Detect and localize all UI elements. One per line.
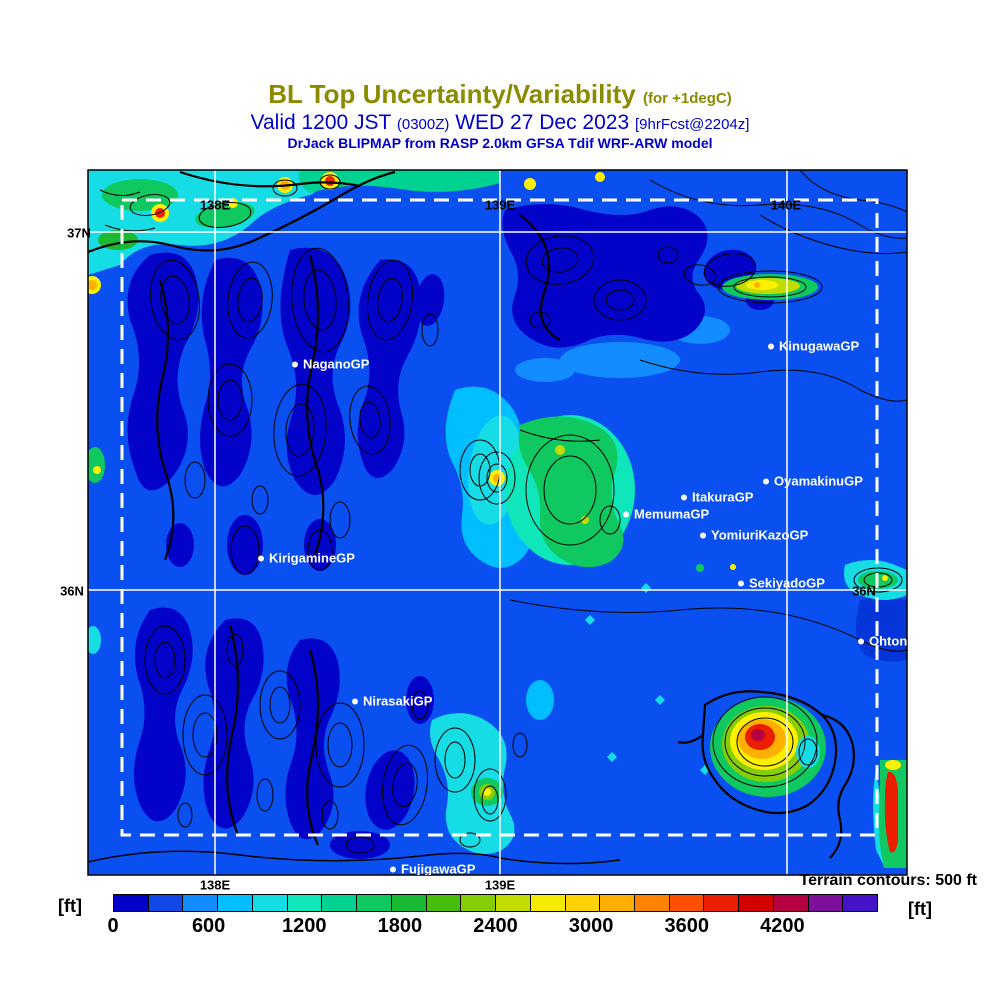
site-label-naganogp: NaganoGP	[292, 357, 369, 372]
site-marker-icon	[258, 555, 264, 562]
site-name: OyamakinuGP	[774, 473, 863, 489]
colorbar-segment	[704, 895, 740, 911]
site-marker-icon	[738, 580, 744, 587]
site-label-sekiyadogp: SekiyadoGP	[738, 576, 825, 591]
site-marker-icon	[858, 638, 864, 645]
colorbar-segment	[391, 895, 427, 911]
colorbar-segment	[357, 895, 392, 911]
colorbar	[113, 894, 878, 912]
map-border	[87, 169, 908, 876]
site-name: NirasakiGP	[363, 693, 433, 709]
site-marker-icon	[768, 343, 774, 350]
site-label-kinugawagp: KinugawaGP	[768, 339, 859, 354]
colorbar-tick-1200: 1200	[282, 915, 327, 937]
site-name: NaganoGP	[303, 356, 370, 372]
forecast-tag: [9hrFcst@2204z]	[635, 116, 750, 134]
site-label-memumagp: MemumaGP	[623, 507, 709, 522]
map-fill-layer	[88, 170, 907, 875]
colorbar-segment	[808, 895, 844, 911]
grid-label-37n: 37N	[67, 225, 91, 241]
site-name: KirigamineGP	[269, 550, 355, 566]
colorbar-segment	[426, 895, 462, 911]
site-label-layer: NaganoGP KinugawaGP OyamakinuGP ItakuraGP Me…	[88, 170, 907, 875]
grid-label-138e: 138E	[199, 877, 231, 893]
site-name: MemumaGP	[634, 506, 710, 522]
colorbar-segment	[669, 895, 705, 911]
colorbar-segment	[496, 895, 531, 911]
colorbar-segment	[530, 895, 566, 911]
colorbar-segment	[565, 895, 601, 911]
latlon-grid	[88, 170, 907, 875]
colorbar-tick-2400: 2400	[473, 915, 518, 937]
site-name: KinugawaGP	[779, 338, 860, 354]
colorbar-segment	[183, 895, 219, 911]
site-label-kirigaminegp: KirigamineGP	[258, 551, 355, 566]
site-label-fujigawagp: FujigawaGP	[390, 861, 476, 876]
valid-zulu: (0300Z)	[396, 116, 450, 134]
domain-boundary-dashed	[120, 198, 879, 837]
site-name: SekiyadoGP	[749, 575, 825, 591]
grid-label-139e: 139E	[484, 197, 516, 213]
site-name: OhtoneGP	[869, 633, 907, 649]
colorbar-segment	[252, 895, 288, 911]
colorbar-segment	[322, 895, 358, 911]
site-label-yomiurikazogp: YomiuriKazoGP	[700, 528, 808, 543]
colorbar-segment	[739, 895, 774, 911]
site-label-itakuragp: ItakuraGP	[681, 490, 753, 505]
site-name: FujigawaGP	[401, 861, 476, 876]
colorbar-tick-3600: 3600	[664, 915, 710, 937]
terrain-contours-layer	[99, 170, 907, 854]
plot-title: BL Top Uncertainty/Variability (for +1de…	[0, 79, 1000, 109]
valid-date: WED 27 Dec 2023	[455, 111, 630, 135]
colorbar-segment	[287, 895, 323, 911]
site-marker-icon	[390, 866, 396, 873]
site-label-nirasakigp: NirasakiGP	[352, 694, 432, 709]
colorbar-segment	[218, 895, 253, 911]
ridge-lines-layer	[88, 170, 855, 859]
grid-label-138e: 138E	[199, 197, 231, 213]
colorbar-segment	[773, 895, 809, 911]
grid-label-139e: 139E	[484, 877, 516, 893]
colorbar-tick-0: 0	[107, 915, 119, 937]
site-label-oyamakinugp: OyamakinuGP	[763, 474, 863, 489]
unit-label-left: [ft]	[58, 896, 82, 916]
site-marker-icon	[352, 698, 358, 705]
colorbar-segment	[843, 895, 878, 911]
plot-title-main: BL Top Uncertainty/Variability	[268, 79, 636, 109]
site-marker-icon	[700, 532, 706, 539]
site-name: YomiuriKazoGP	[711, 527, 809, 543]
colorbar-tick-600: 600	[191, 915, 226, 937]
site-marker-icon	[681, 494, 687, 501]
grid-label-36n: 36N	[852, 583, 876, 599]
colorbar-segment	[114, 895, 149, 911]
colorbar-segment	[461, 895, 497, 911]
site-label-ohtonegp: OhtoneGP	[858, 634, 907, 649]
plot-title-suffix: (for +1degC)	[642, 90, 732, 107]
terrain-contours-note: Terrain contours: 500 ft	[799, 872, 977, 889]
grid-label-36n: 36N	[60, 583, 84, 599]
valid-time-line: Valid 1200 JST (0300Z) WED 27 Dec 2023 […	[0, 111, 1000, 135]
site-marker-icon	[623, 511, 629, 518]
site-marker-icon	[763, 478, 769, 485]
colorbar-segment	[148, 895, 184, 911]
colorbar-tick-3000: 3000	[568, 915, 614, 937]
colorbar-tick-4200: 4200	[760, 915, 805, 937]
colorbar-segment	[635, 895, 670, 911]
colorbar-segment	[600, 895, 636, 911]
valid-prefix: Valid 1200 JST	[250, 111, 392, 135]
unit-label-right: [ft]	[908, 899, 932, 919]
site-name: ItakuraGP	[692, 489, 754, 505]
model-line: DrJack BLIPMAP from RASP 2.0km GFSA Tdif…	[287, 134, 713, 151]
grid-label-140e: 140E	[770, 197, 802, 213]
site-marker-icon	[292, 361, 298, 368]
header: BL Top Uncertainty/Variability (for +1de…	[0, 79, 1000, 151]
colorbar-tick-1800: 1800	[377, 915, 423, 937]
